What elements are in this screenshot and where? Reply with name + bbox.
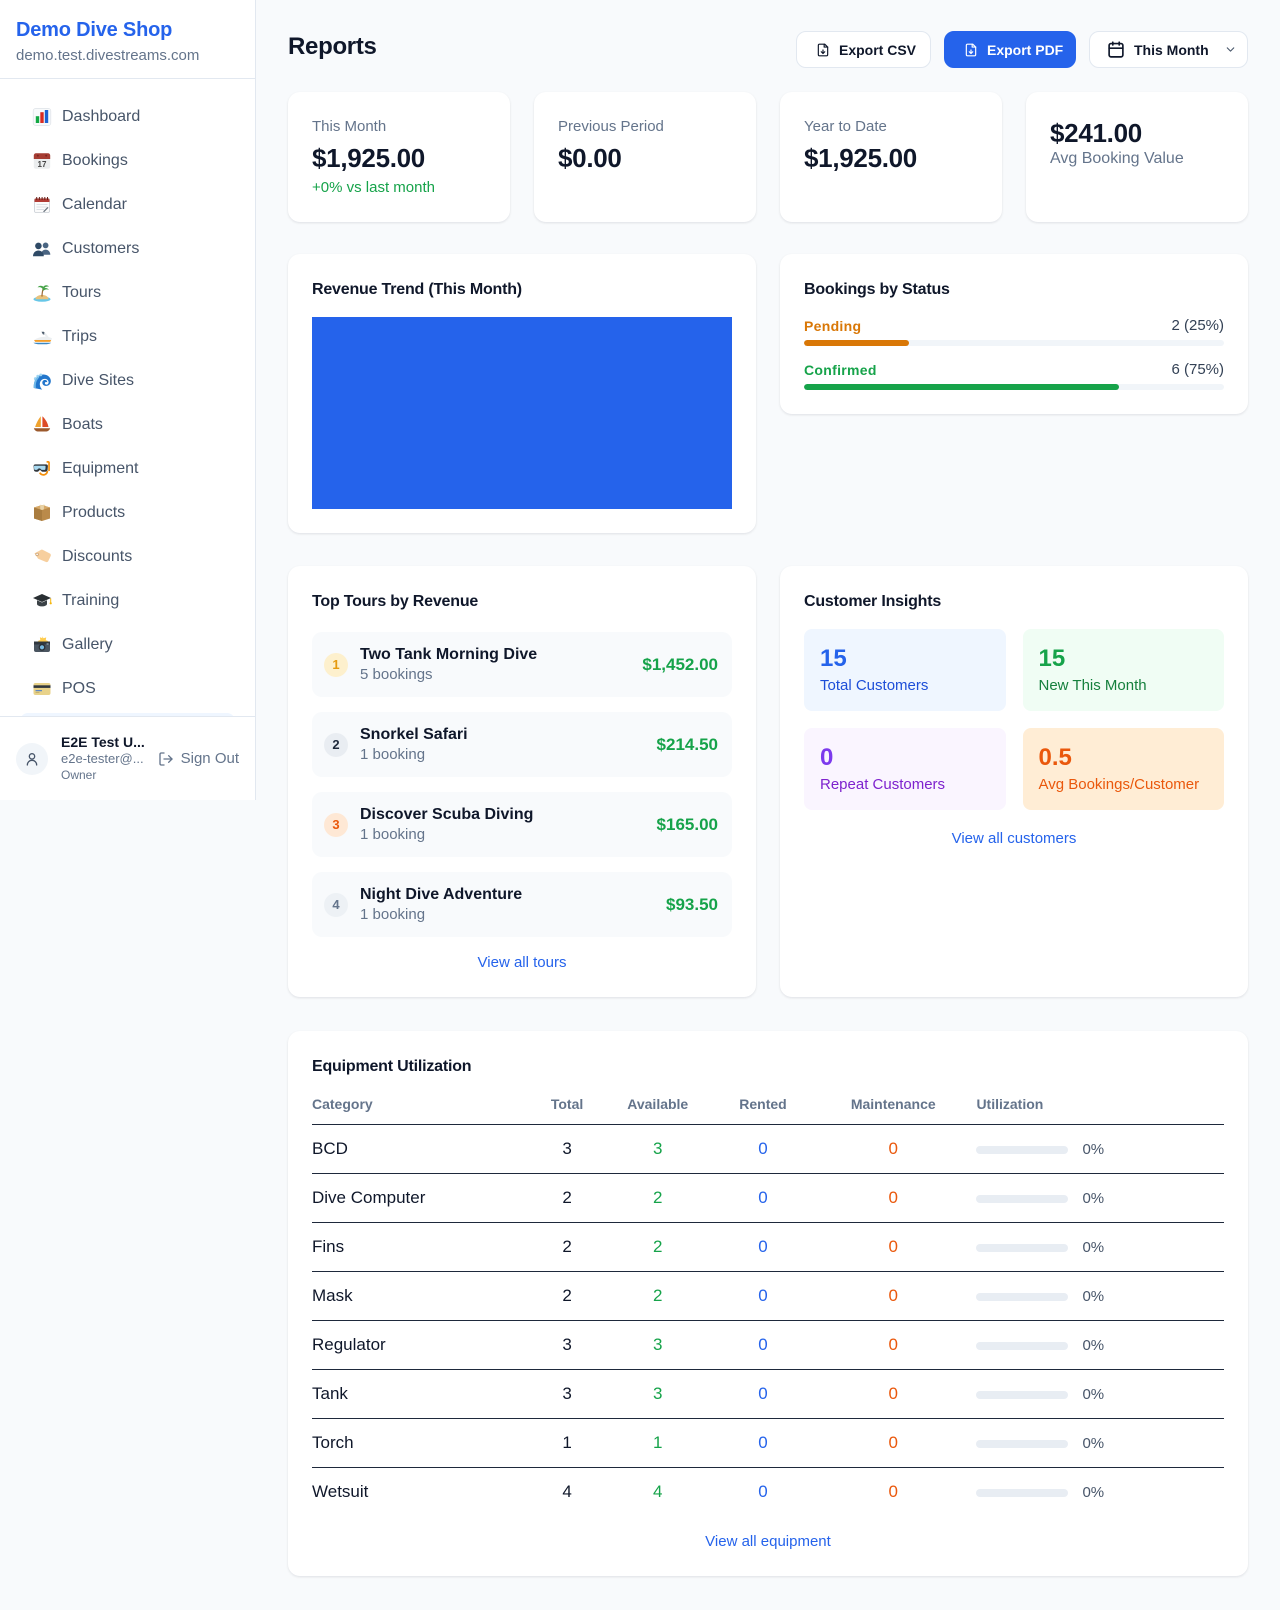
svg-text:17: 17 [38,160,47,169]
